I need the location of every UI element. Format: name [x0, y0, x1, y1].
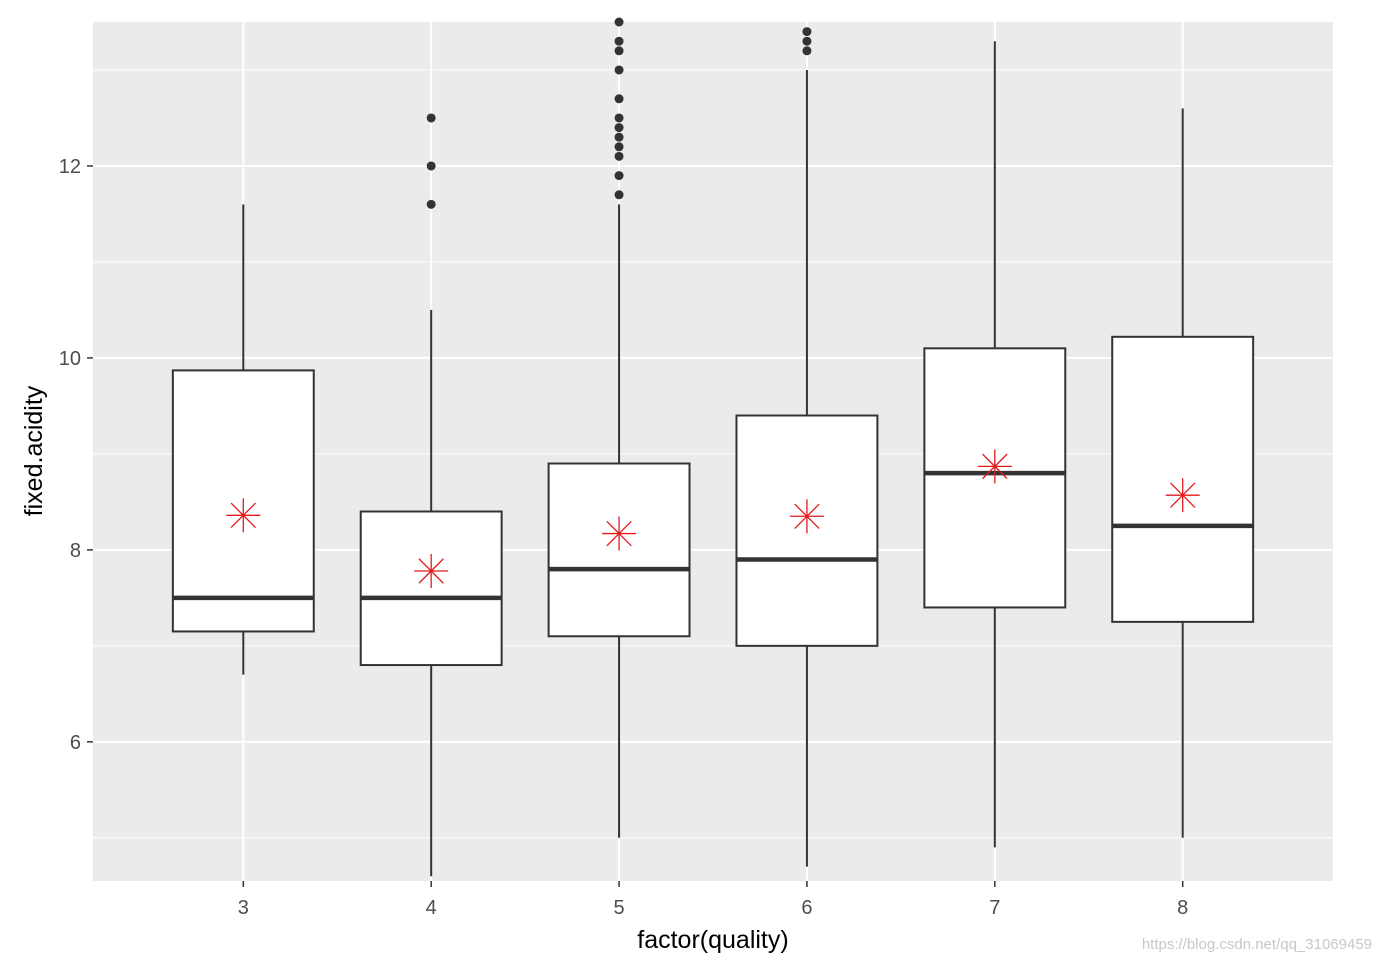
- outlier-point: [426, 199, 436, 209]
- outlier-point: [802, 46, 812, 56]
- mean-marker: [977, 449, 1012, 484]
- outlier-point: [802, 27, 812, 37]
- x-tick-label: 5: [613, 897, 624, 919]
- outlier-point: [614, 46, 624, 56]
- iqr-box: [359, 510, 503, 667]
- x-tick-label: 7: [989, 897, 1000, 919]
- outlier-point: [614, 132, 624, 142]
- outlier-point: [614, 94, 624, 104]
- mean-marker: [602, 516, 637, 551]
- boxplot-7: [923, 41, 1067, 848]
- boxplot-4: [359, 113, 503, 877]
- mean-marker-stroke: [982, 453, 1008, 480]
- y-tick-label: 10: [59, 348, 81, 370]
- boxplot-3: [171, 204, 315, 675]
- y-tick-label: 12: [59, 156, 81, 178]
- boxplots: [171, 17, 1255, 877]
- outlier-point: [614, 123, 624, 133]
- y-tick-label: 6: [70, 732, 81, 754]
- outlier-point: [426, 113, 436, 123]
- outlier-point: [614, 17, 624, 27]
- x-axis-title: factor(quality): [637, 926, 788, 954]
- outlier-point: [614, 142, 624, 152]
- mean-marker: [789, 499, 824, 534]
- mean-marker-stroke: [794, 503, 820, 529]
- outlier-point: [426, 161, 436, 171]
- outlier-point: [614, 113, 624, 123]
- y-axis-title: fixed.acidity: [20, 385, 48, 516]
- mean-marker: [414, 553, 449, 588]
- x-tick-label: 4: [426, 897, 437, 919]
- boxplot-8: [1111, 108, 1255, 838]
- x-tick-label: 6: [801, 897, 812, 919]
- boxplot-6: [735, 27, 879, 867]
- x-axis: 3 4 5 6 7 8: [238, 881, 1188, 919]
- outlier-point: [802, 36, 812, 46]
- outlier-point: [614, 171, 624, 181]
- mean-marker-stroke: [230, 502, 257, 529]
- mean-marker: [1165, 478, 1200, 513]
- mean-marker-stroke: [1169, 482, 1196, 508]
- mean-marker-stroke: [606, 520, 632, 547]
- x-tick-label: 8: [1177, 897, 1188, 919]
- outlier-point: [614, 190, 624, 200]
- outlier-point: [614, 65, 624, 75]
- y-tick-label: 8: [70, 540, 81, 562]
- mean-marker: [226, 498, 261, 533]
- outlier-point: [614, 36, 624, 46]
- watermark: https://blog.csdn.net/qq_31069459: [1141, 936, 1372, 953]
- y-axis: 6 8 10 12: [59, 156, 93, 754]
- mean-marker-stroke: [418, 558, 444, 584]
- x-tick-label: 3: [238, 897, 249, 919]
- boxplot-5: [547, 17, 691, 838]
- outlier-point: [614, 151, 624, 161]
